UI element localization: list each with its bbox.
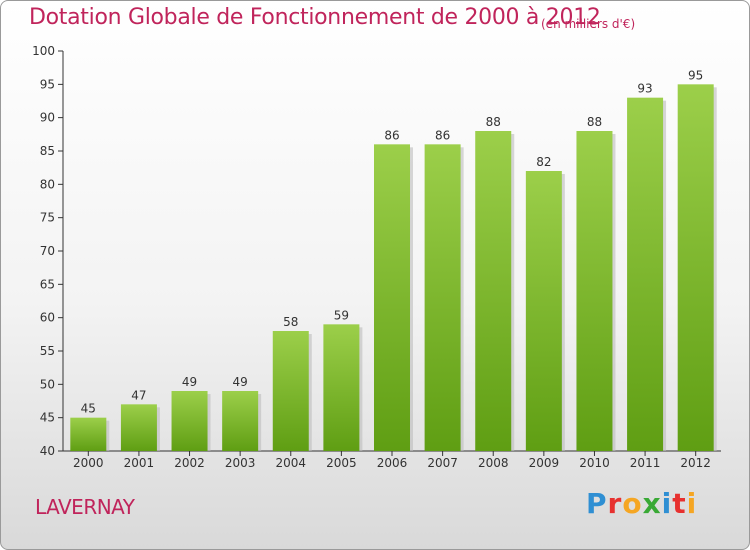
bar-2004 — [272, 331, 309, 451]
x-tick-label: 2006 — [377, 456, 408, 470]
bar-value-label: 58 — [283, 315, 298, 329]
bar-2005 — [323, 324, 360, 451]
y-tick-label: 45 — [40, 411, 55, 425]
x-tick-label: 2005 — [326, 456, 357, 470]
y-tick-label: 55 — [40, 344, 55, 358]
x-tick-label: 2003 — [225, 456, 256, 470]
bar-2002 — [171, 391, 208, 451]
x-tick-label: 2002 — [174, 456, 205, 470]
chart-title: Dotation Globale de Fonctionnement de 20… — [29, 5, 601, 30]
bar-value-label: 49 — [233, 375, 248, 389]
bar-2003 — [222, 391, 259, 451]
proxiti-logo[interactable]: Proxiti — [586, 487, 697, 520]
bar-value-label: 82 — [536, 155, 551, 169]
bar-value-label: 88 — [486, 115, 501, 129]
logo-letter: r — [607, 487, 623, 520]
x-tick-label: 2004 — [275, 456, 306, 470]
bar-value-label: 49 — [182, 375, 197, 389]
x-tick-label: 2000 — [73, 456, 104, 470]
bar-value-label: 59 — [334, 308, 349, 322]
bar-2007 — [424, 144, 461, 452]
bar-value-label: 93 — [637, 82, 652, 96]
x-tick-label: 2009 — [529, 456, 560, 470]
x-tick-label: 2007 — [427, 456, 458, 470]
x-tick-label: 2011 — [630, 456, 661, 470]
logo-letter: P — [586, 487, 608, 520]
x-tick-label: 2008 — [478, 456, 509, 470]
y-tick-label: 70 — [40, 244, 55, 258]
bar-value-label: 95 — [688, 68, 703, 82]
y-tick-label: 80 — [40, 177, 55, 191]
chart-subtitle: (en milliers d'€) — [541, 17, 636, 31]
y-tick-label: 75 — [40, 211, 55, 225]
y-tick-label: 50 — [40, 377, 55, 391]
logo-letter: x — [642, 487, 662, 520]
bar-2009 — [525, 171, 562, 451]
bar-value-label: 88 — [587, 115, 602, 129]
bar-value-label: 86 — [384, 128, 399, 142]
bar-2011 — [627, 97, 664, 452]
bar-value-label: 86 — [435, 128, 450, 142]
bar-2000 — [70, 417, 107, 451]
x-tick-label: 2001 — [124, 456, 155, 470]
x-tick-label: 2010 — [579, 456, 610, 470]
x-tick-label: 2012 — [680, 456, 711, 470]
bar-2010 — [576, 131, 613, 451]
logo-letter: i — [686, 487, 698, 520]
logo-letter: i — [661, 487, 673, 520]
y-tick-label: 65 — [40, 277, 55, 291]
y-tick-label: 60 — [40, 311, 55, 325]
bar-2006 — [374, 144, 410, 452]
commune-name: LAVERNAY — [35, 495, 135, 519]
bar-2012 — [677, 84, 714, 451]
logo-letter: o — [622, 487, 643, 520]
bar-2008 — [475, 131, 512, 451]
y-tick-label: 40 — [40, 444, 55, 458]
logo-letter: t — [672, 487, 687, 520]
y-tick-label: 90 — [40, 111, 55, 125]
y-tick-label: 100 — [32, 44, 55, 58]
y-tick-label: 95 — [40, 77, 55, 91]
bar-2001 — [120, 404, 157, 451]
bar-value-label: 47 — [131, 388, 146, 402]
y-tick-label: 85 — [40, 144, 55, 158]
bar-value-label: 45 — [81, 402, 96, 416]
